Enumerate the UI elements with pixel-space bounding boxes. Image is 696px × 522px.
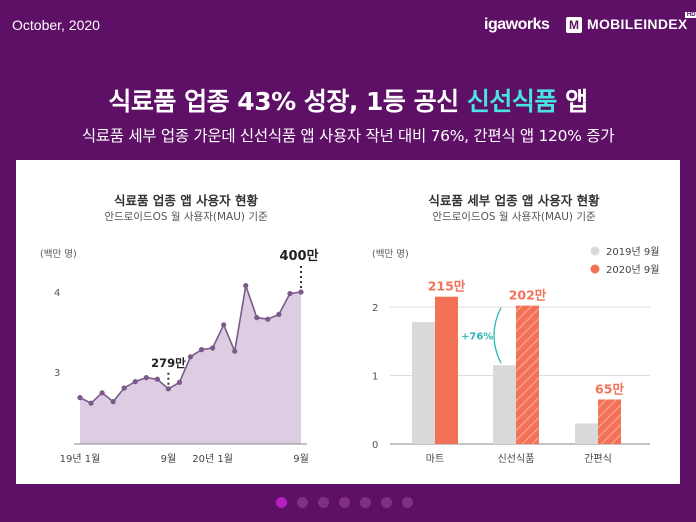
area-data-point: [198, 347, 205, 353]
pagination-dots: [276, 497, 413, 508]
area-annotation-label: 400만: [279, 248, 318, 264]
bar-y-tick-label: 2: [372, 303, 378, 314]
bar-category-label: 간편식: [584, 453, 612, 465]
area-annotation-label: 279만: [151, 356, 186, 370]
area-x-tick-label: 9월: [161, 453, 177, 465]
pagination-dot[interactable]: [402, 497, 413, 508]
area-data-point: [121, 385, 127, 391]
pagination-dot[interactable]: [381, 497, 392, 508]
area-y-tick-label: 3: [54, 368, 60, 379]
area-x-tick-label: 19년 1월: [60, 453, 101, 465]
bar-y-tick-label: 1: [372, 372, 378, 383]
title-part2: 앱: [556, 87, 588, 116]
bar-data-label: 65만: [595, 381, 624, 396]
area-data-point: [243, 283, 249, 289]
bar-category-label: 마트: [426, 453, 444, 465]
legend-marker: [590, 264, 600, 274]
area-data-point: [154, 376, 160, 382]
bar-2020: [516, 305, 539, 444]
growth-arrow: [493, 307, 502, 364]
area-data-point: [221, 322, 227, 328]
bar-data-label: 202만: [509, 288, 547, 303]
bar-2019: [493, 365, 516, 444]
bar-chart-subtitle: 안드로이드OS 월 사용자(MAU) 기준: [432, 211, 596, 223]
legend-label: 2019년 9월: [606, 246, 659, 258]
area-data-point: [110, 399, 116, 405]
area-y-tick-label: 4: [54, 288, 60, 299]
area-x-tick-label: 9월: [293, 453, 309, 465]
bar-ylabel: (백만 명): [372, 249, 409, 260]
pagination-dot[interactable]: [276, 497, 287, 508]
pagination-dot[interactable]: [360, 497, 371, 508]
pagination-dot[interactable]: [297, 497, 308, 508]
area-data-point: [88, 400, 94, 406]
area-data-point: [77, 395, 83, 401]
page-title: 식료품 업종 43% 성장, 1등 공신 신선식품 앱: [0, 82, 696, 118]
pagination-dot[interactable]: [339, 497, 350, 508]
bar-2019: [412, 322, 435, 444]
bar-y-tick-label: 0: [372, 440, 378, 451]
area-chart: (백만 명) 3 4 19년 1월 9월 20년 1월 9월 279만 400만: [40, 248, 319, 465]
area-fill: [80, 285, 301, 444]
chart-panel: 식료품 업종 앱 사용자 현황 안드로이드OS 월 사용자(MAU) 기준 식료…: [16, 160, 680, 484]
legend-marker: [590, 246, 600, 256]
bar-2019: [575, 423, 598, 444]
growth-label: +76%: [461, 331, 493, 342]
pagination-dot[interactable]: [318, 497, 329, 508]
mobileindex-logo: M MOBILEINDEX HD: [566, 12, 696, 34]
title-part1: 식료품 업종 43% 성장, 1등 공신: [108, 87, 467, 116]
mobileindex-hd-badge: HD: [684, 12, 696, 18]
area-data-point: [99, 390, 105, 396]
area-data-point: [176, 379, 183, 385]
bar-2020: [598, 399, 621, 444]
area-data-point: [132, 379, 138, 385]
area-data-point: [276, 311, 282, 317]
area-data-point: [143, 375, 149, 381]
area-data-point: [287, 291, 293, 297]
area-x-tick-label: 20년 1월: [192, 453, 233, 465]
area-ylabel: (백만 명): [40, 249, 77, 260]
area-data-point: [232, 348, 238, 354]
area-data-point: [187, 354, 194, 360]
page-subtitle: 식료품 세부 업종 가운데 신선식품 앱 사용자 작년 대비 76%, 간편식 …: [81, 127, 615, 145]
bar-data-label: 215만: [428, 279, 466, 294]
area-data-point: [165, 386, 171, 392]
bar-chart-title: 식료품 세부 업종 앱 사용자 현황: [428, 193, 600, 208]
line-chart-subtitle: 안드로이드OS 월 사용자(MAU) 기준: [104, 211, 268, 223]
igaworks-logo: igaworks: [484, 16, 550, 33]
legend-label: 2020년 9월: [606, 264, 659, 276]
bar-category-label: 신선식품: [498, 453, 535, 465]
area-data-point: [298, 289, 304, 295]
title-accent: 신선식품: [466, 87, 558, 116]
area-data-point: [265, 316, 271, 322]
bar-2020: [435, 296, 458, 444]
mobileindex-mark-icon: M: [566, 17, 582, 33]
report-date: October, 2020: [12, 17, 100, 33]
mobileindex-wordmark: MOBILEINDEX: [587, 16, 688, 32]
area-data-point: [254, 315, 260, 321]
line-chart-title: 식료품 업종 앱 사용자 현황: [114, 193, 258, 208]
area-data-point: [210, 345, 216, 351]
